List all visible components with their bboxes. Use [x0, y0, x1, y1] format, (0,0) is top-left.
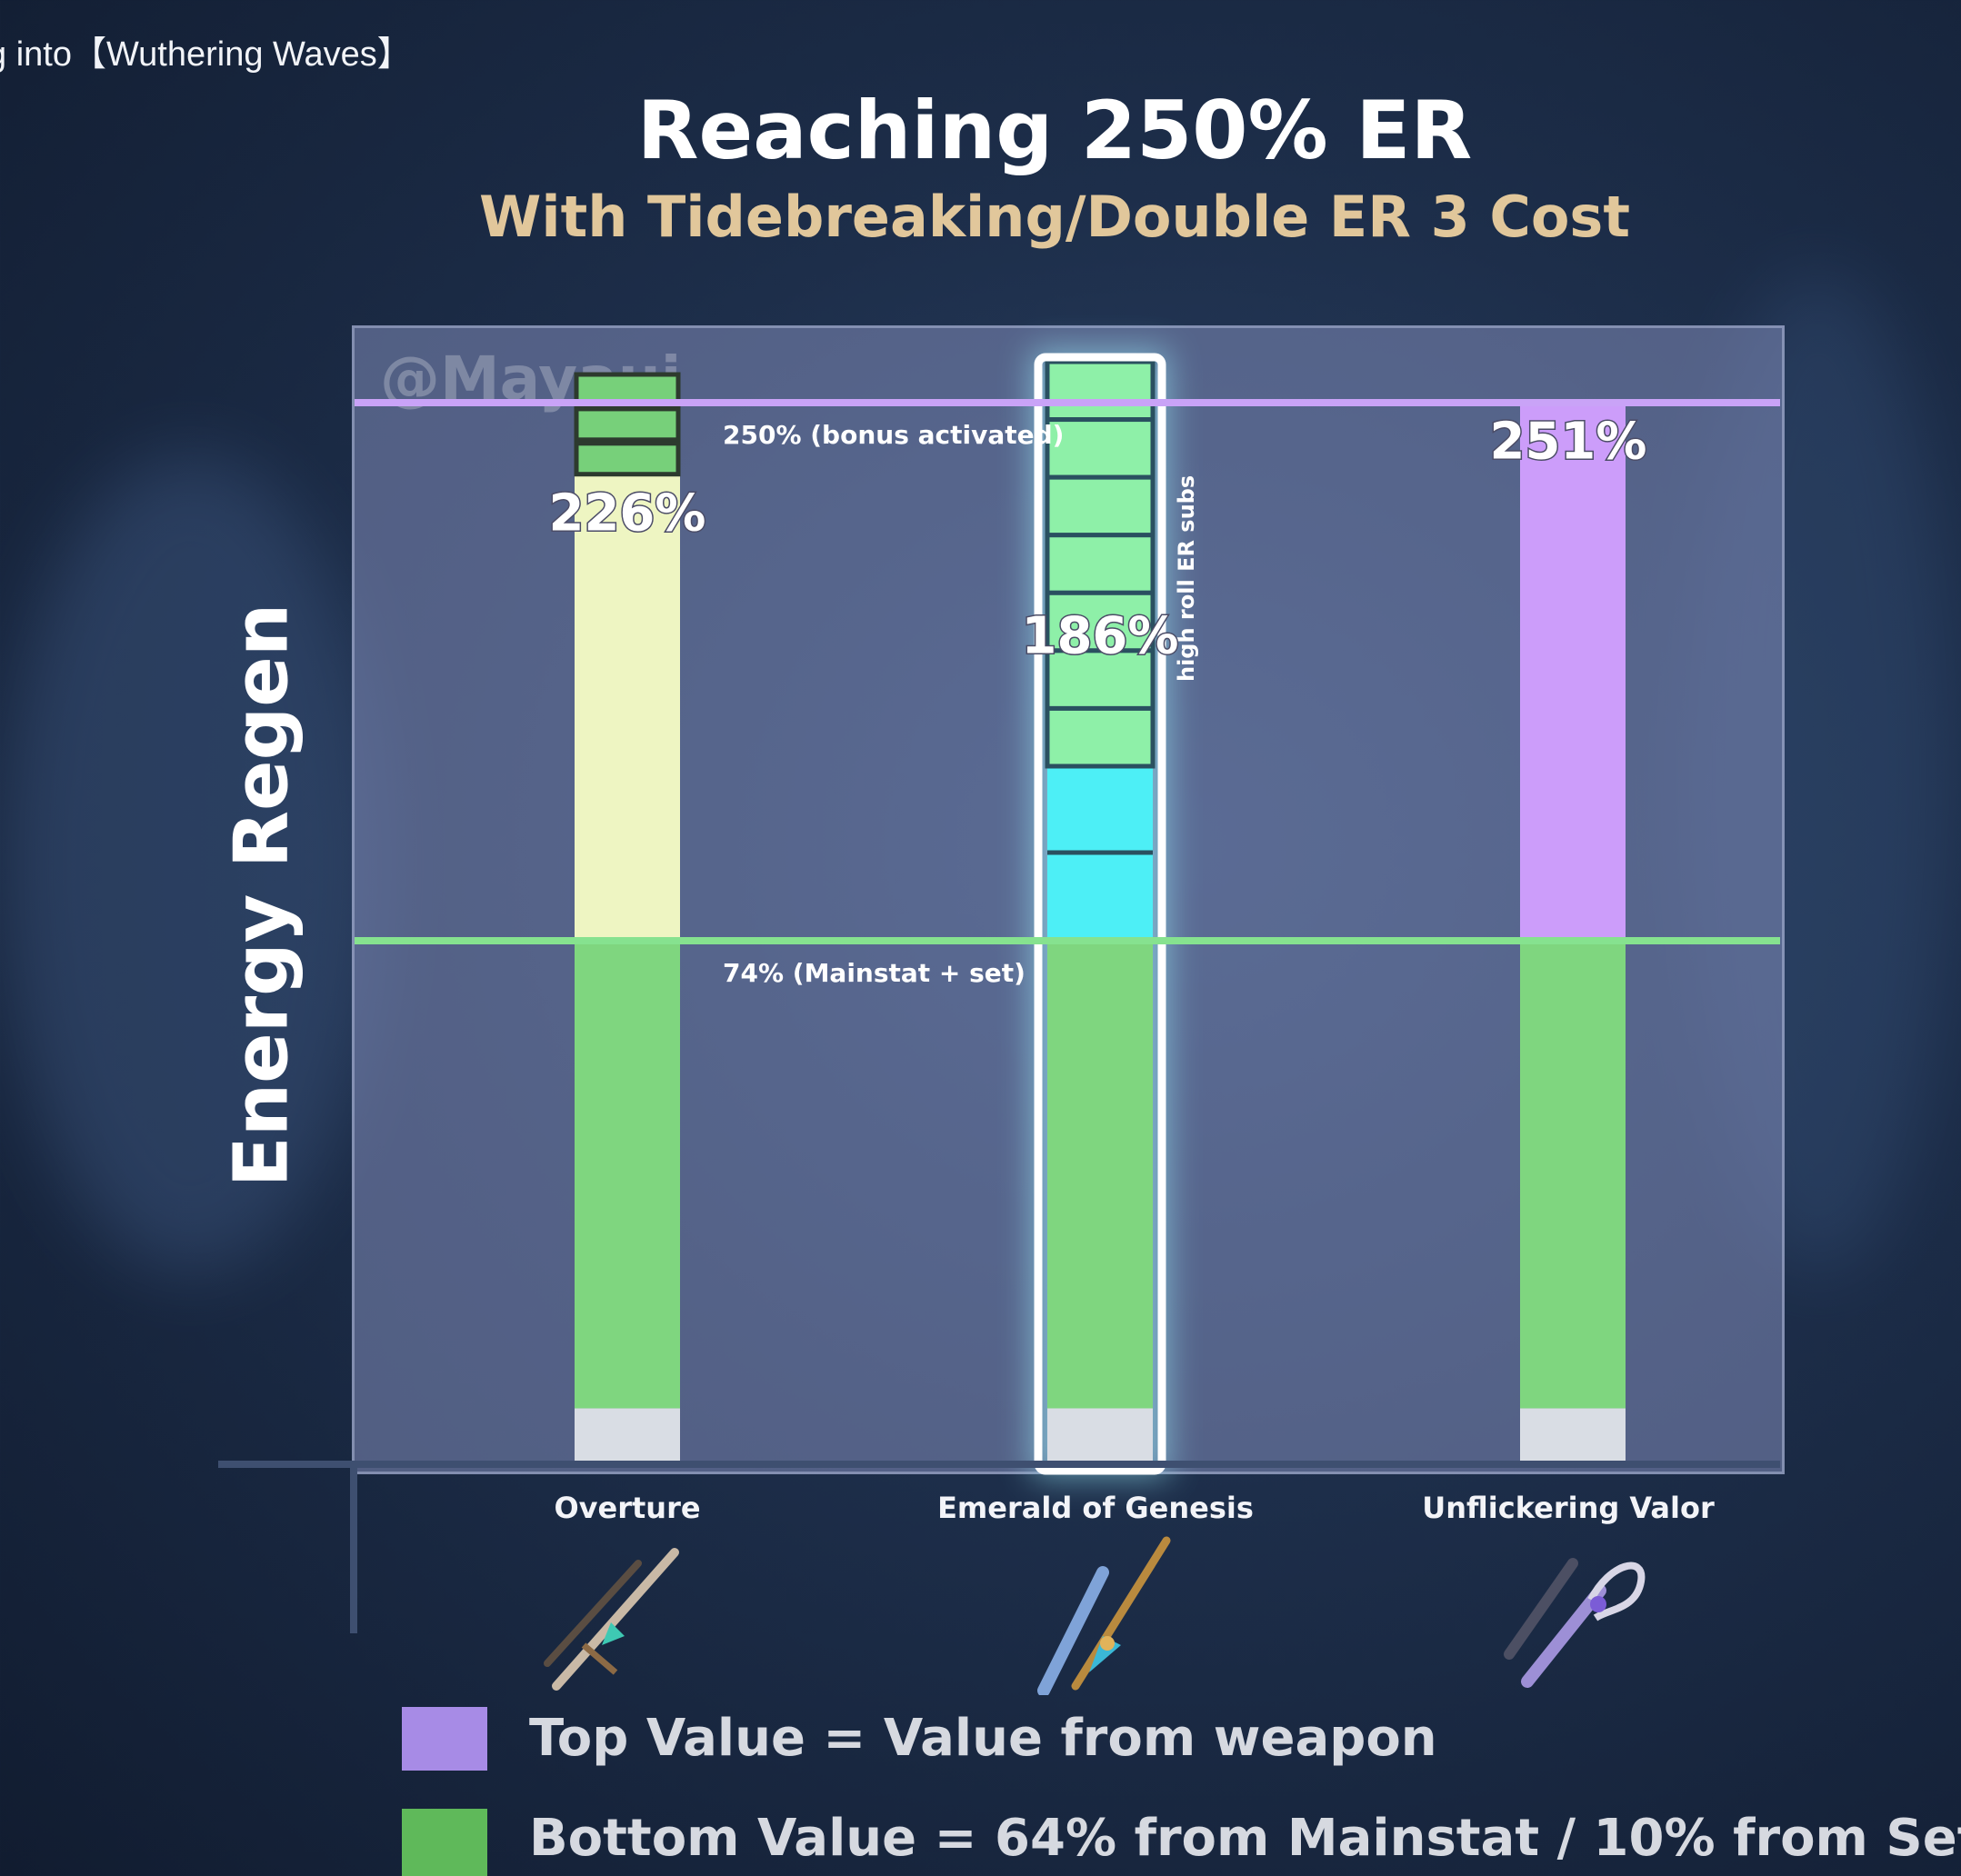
- bar-stub-emerald-of-genesis: [1047, 1408, 1153, 1463]
- substat-block-emerald-of-genesis: [1045, 474, 1156, 538]
- category-label-emerald-of-genesis: Emerald of Genesis: [937, 1491, 1254, 1525]
- substat-block-emerald-of-genesis: [1045, 359, 1156, 423]
- bar-stub-overture: [575, 1408, 680, 1463]
- chart-subtitle: With Tidebreaking/Double ER 3 Cost: [479, 184, 1630, 250]
- reference-label-74: 74% (Mainstat + set): [723, 958, 1026, 988]
- total-label-emerald-of-genesis: 186%: [1021, 606, 1178, 665]
- legend-swatch-top-value: [402, 1707, 487, 1771]
- substat-block-emerald-of-genesis: [1045, 648, 1156, 711]
- bar-bottom-emerald-of-genesis: [1047, 941, 1153, 1409]
- emerald-of-genesis-sword-icon: [1037, 1536, 1171, 1695]
- substat-block-emerald-of-genesis: [1045, 705, 1156, 769]
- total-label-unflickering-valor: 251%: [1489, 413, 1646, 472]
- substat-block-emerald-of-genesis: [1045, 533, 1156, 595]
- bar-top-unflickering-valor: [1520, 399, 1626, 941]
- y-axis-stub: [350, 1468, 357, 1633]
- category-label-overture: Overture: [554, 1491, 701, 1525]
- legend-label-top-value: Top Value = Value from weapon: [529, 1709, 1437, 1768]
- bar-stub-unflickering-valor: [1520, 1408, 1626, 1463]
- bar-top-cyan-emerald-of-genesis: [1047, 766, 1153, 853]
- x-axis-line: [218, 1461, 1780, 1468]
- high-roll-note: high roll ER subs: [1174, 475, 1199, 682]
- video-caption: g into【Wuthering Waves】: [0, 35, 412, 74]
- unflickering-valor-sword-icon: [1504, 1558, 1646, 1688]
- reference-label-250: 250% (bonus activated): [723, 420, 1064, 450]
- bar-top-overture: [575, 475, 680, 941]
- legend-swatch-bottom-value: [402, 1809, 487, 1876]
- bar-bottom-overture: [575, 941, 680, 1409]
- bar-bottom-unflickering-valor: [1520, 941, 1626, 1409]
- category-label-unflickering-valor: Unflickering Valor: [1422, 1491, 1715, 1525]
- overture-sword-icon: [544, 1548, 679, 1691]
- chart-title: Reaching 250% ER: [636, 84, 1473, 177]
- background-glow-left: [0, 454, 382, 1272]
- substat-block-overture: [574, 441, 681, 477]
- highlight-frame: [1034, 353, 1166, 1475]
- substat-block-overture: [574, 406, 681, 443]
- legend-label-bottom-value: Bottom Value = 64% from Mainstat / 10% f…: [529, 1809, 1961, 1868]
- total-label-overture: 226%: [548, 484, 705, 544]
